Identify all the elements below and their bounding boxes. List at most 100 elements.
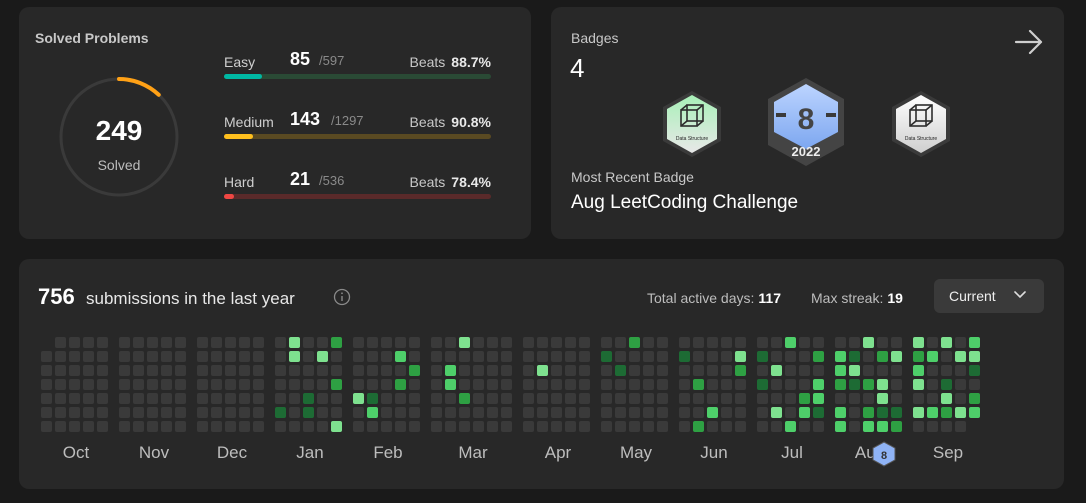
heatmap-cell[interactable] [941,393,952,404]
heatmap-cell[interactable] [41,351,52,362]
heatmap-cell[interactable] [161,337,172,348]
heatmap-cell[interactable] [367,351,378,362]
heatmap-cell[interactable] [955,351,966,362]
heatmap-cell[interactable] [211,407,222,418]
heatmap-cell[interactable] [601,421,612,432]
heatmap-cell[interactable] [757,421,768,432]
heatmap-cell[interactable] [863,421,874,432]
heatmap-cell[interactable] [197,337,208,348]
heatmap-cell[interactable] [147,407,158,418]
heatmap-cell[interactable] [253,379,264,390]
heatmap-cell[interactable] [849,337,860,348]
heatmap-cell[interactable] [289,379,300,390]
heatmap-cell[interactable] [735,407,746,418]
heatmap-cell[interactable] [927,393,938,404]
heatmap-cell[interactable] [69,379,80,390]
heatmap-cell[interactable] [537,337,548,348]
heatmap-cell[interactable] [303,407,314,418]
annual-badge-marker-icon[interactable]: 8 [872,441,896,467]
heatmap-cell[interactable] [445,421,456,432]
heatmap-cell[interactable] [275,379,286,390]
heatmap-cell[interactable] [757,379,768,390]
heatmap-cell[interactable] [757,365,768,376]
heatmap-cell[interactable] [211,421,222,432]
heatmap-cell[interactable] [317,351,328,362]
period-dropdown[interactable]: Current [934,279,1044,313]
heatmap-cell[interactable] [707,421,718,432]
heatmap-cell[interactable] [551,393,562,404]
heatmap-cell[interactable] [927,421,938,432]
heatmap-cell[interactable] [275,365,286,376]
heatmap-cell[interactable] [565,365,576,376]
heatmap-cell[interactable] [707,407,718,418]
heatmap-cell[interactable] [161,393,172,404]
heatmap-cell[interactable] [785,379,796,390]
heatmap-cell[interactable] [579,337,590,348]
heatmap-cell[interactable] [565,379,576,390]
heatmap-cell[interactable] [537,365,548,376]
heatmap-cell[interactable] [473,337,484,348]
heatmap-cell[interactable] [395,421,406,432]
heatmap-cell[interactable] [97,421,108,432]
heatmap-cell[interactable] [55,421,66,432]
heatmap-cell[interactable] [119,379,130,390]
heatmap-cell[interactable] [381,365,392,376]
heatmap-cell[interactable] [331,351,342,362]
heatmap-cell[interactable] [771,337,782,348]
heatmap-cell[interactable] [813,407,824,418]
heatmap-cell[interactable] [175,379,186,390]
heatmap-cell[interactable] [941,407,952,418]
heatmap-cell[interactable] [849,351,860,362]
heatmap-cell[interactable] [799,407,810,418]
heatmap-cell[interactable] [253,351,264,362]
heatmap-cell[interactable] [891,407,902,418]
heatmap-cell[interactable] [735,379,746,390]
heatmap-cell[interactable] [197,365,208,376]
heatmap-cell[interactable] [211,379,222,390]
heatmap-cell[interactable] [785,393,796,404]
heatmap-cell[interactable] [41,365,52,376]
heatmap-cell[interactable] [735,351,746,362]
heatmap-cell[interactable] [501,407,512,418]
heatmap-cell[interactable] [431,421,442,432]
heatmap-cell[interactable] [693,393,704,404]
heatmap-cell[interactable] [601,351,612,362]
heatmap-cell[interactable] [289,351,300,362]
heatmap-cell[interactable] [877,351,888,362]
heatmap-cell[interactable] [579,421,590,432]
heatmap-cell[interactable] [657,393,668,404]
heatmap-cell[interactable] [629,393,640,404]
heatmap-cell[interactable] [175,421,186,432]
heatmap-cell[interactable] [395,393,406,404]
heatmap-cell[interactable] [119,393,130,404]
heatmap-cell[interactable] [707,393,718,404]
heatmap-cell[interactable] [83,421,94,432]
heatmap-cell[interactable] [133,393,144,404]
heatmap-cell[interactable] [501,351,512,362]
heatmap-cell[interactable] [119,407,130,418]
heatmap-cell[interactable] [239,351,250,362]
heatmap-cell[interactable] [799,379,810,390]
heatmap-cell[interactable] [97,365,108,376]
heatmap-cell[interactable] [835,379,846,390]
heatmap-cell[interactable] [459,421,470,432]
heatmap-cell[interactable] [565,421,576,432]
heatmap-cell[interactable] [863,393,874,404]
heatmap-cell[interactable] [473,379,484,390]
heatmap-cell[interactable] [813,393,824,404]
heatmap-cell[interactable] [381,337,392,348]
heatmap-cell[interactable] [579,379,590,390]
heatmap-cell[interactable] [133,379,144,390]
heatmap-cell[interactable] [459,351,470,362]
heatmap-cell[interactable] [459,365,470,376]
heatmap-cell[interactable] [523,393,534,404]
heatmap-cell[interactable] [679,351,690,362]
heatmap-cell[interactable] [813,337,824,348]
heatmap-cell[interactable] [537,421,548,432]
heatmap-cell[interactable] [735,337,746,348]
heatmap-cell[interactable] [225,379,236,390]
heatmap-cell[interactable] [771,365,782,376]
heatmap-cell[interactable] [913,379,924,390]
heatmap-cell[interactable] [721,365,732,376]
heatmap-cell[interactable] [97,407,108,418]
